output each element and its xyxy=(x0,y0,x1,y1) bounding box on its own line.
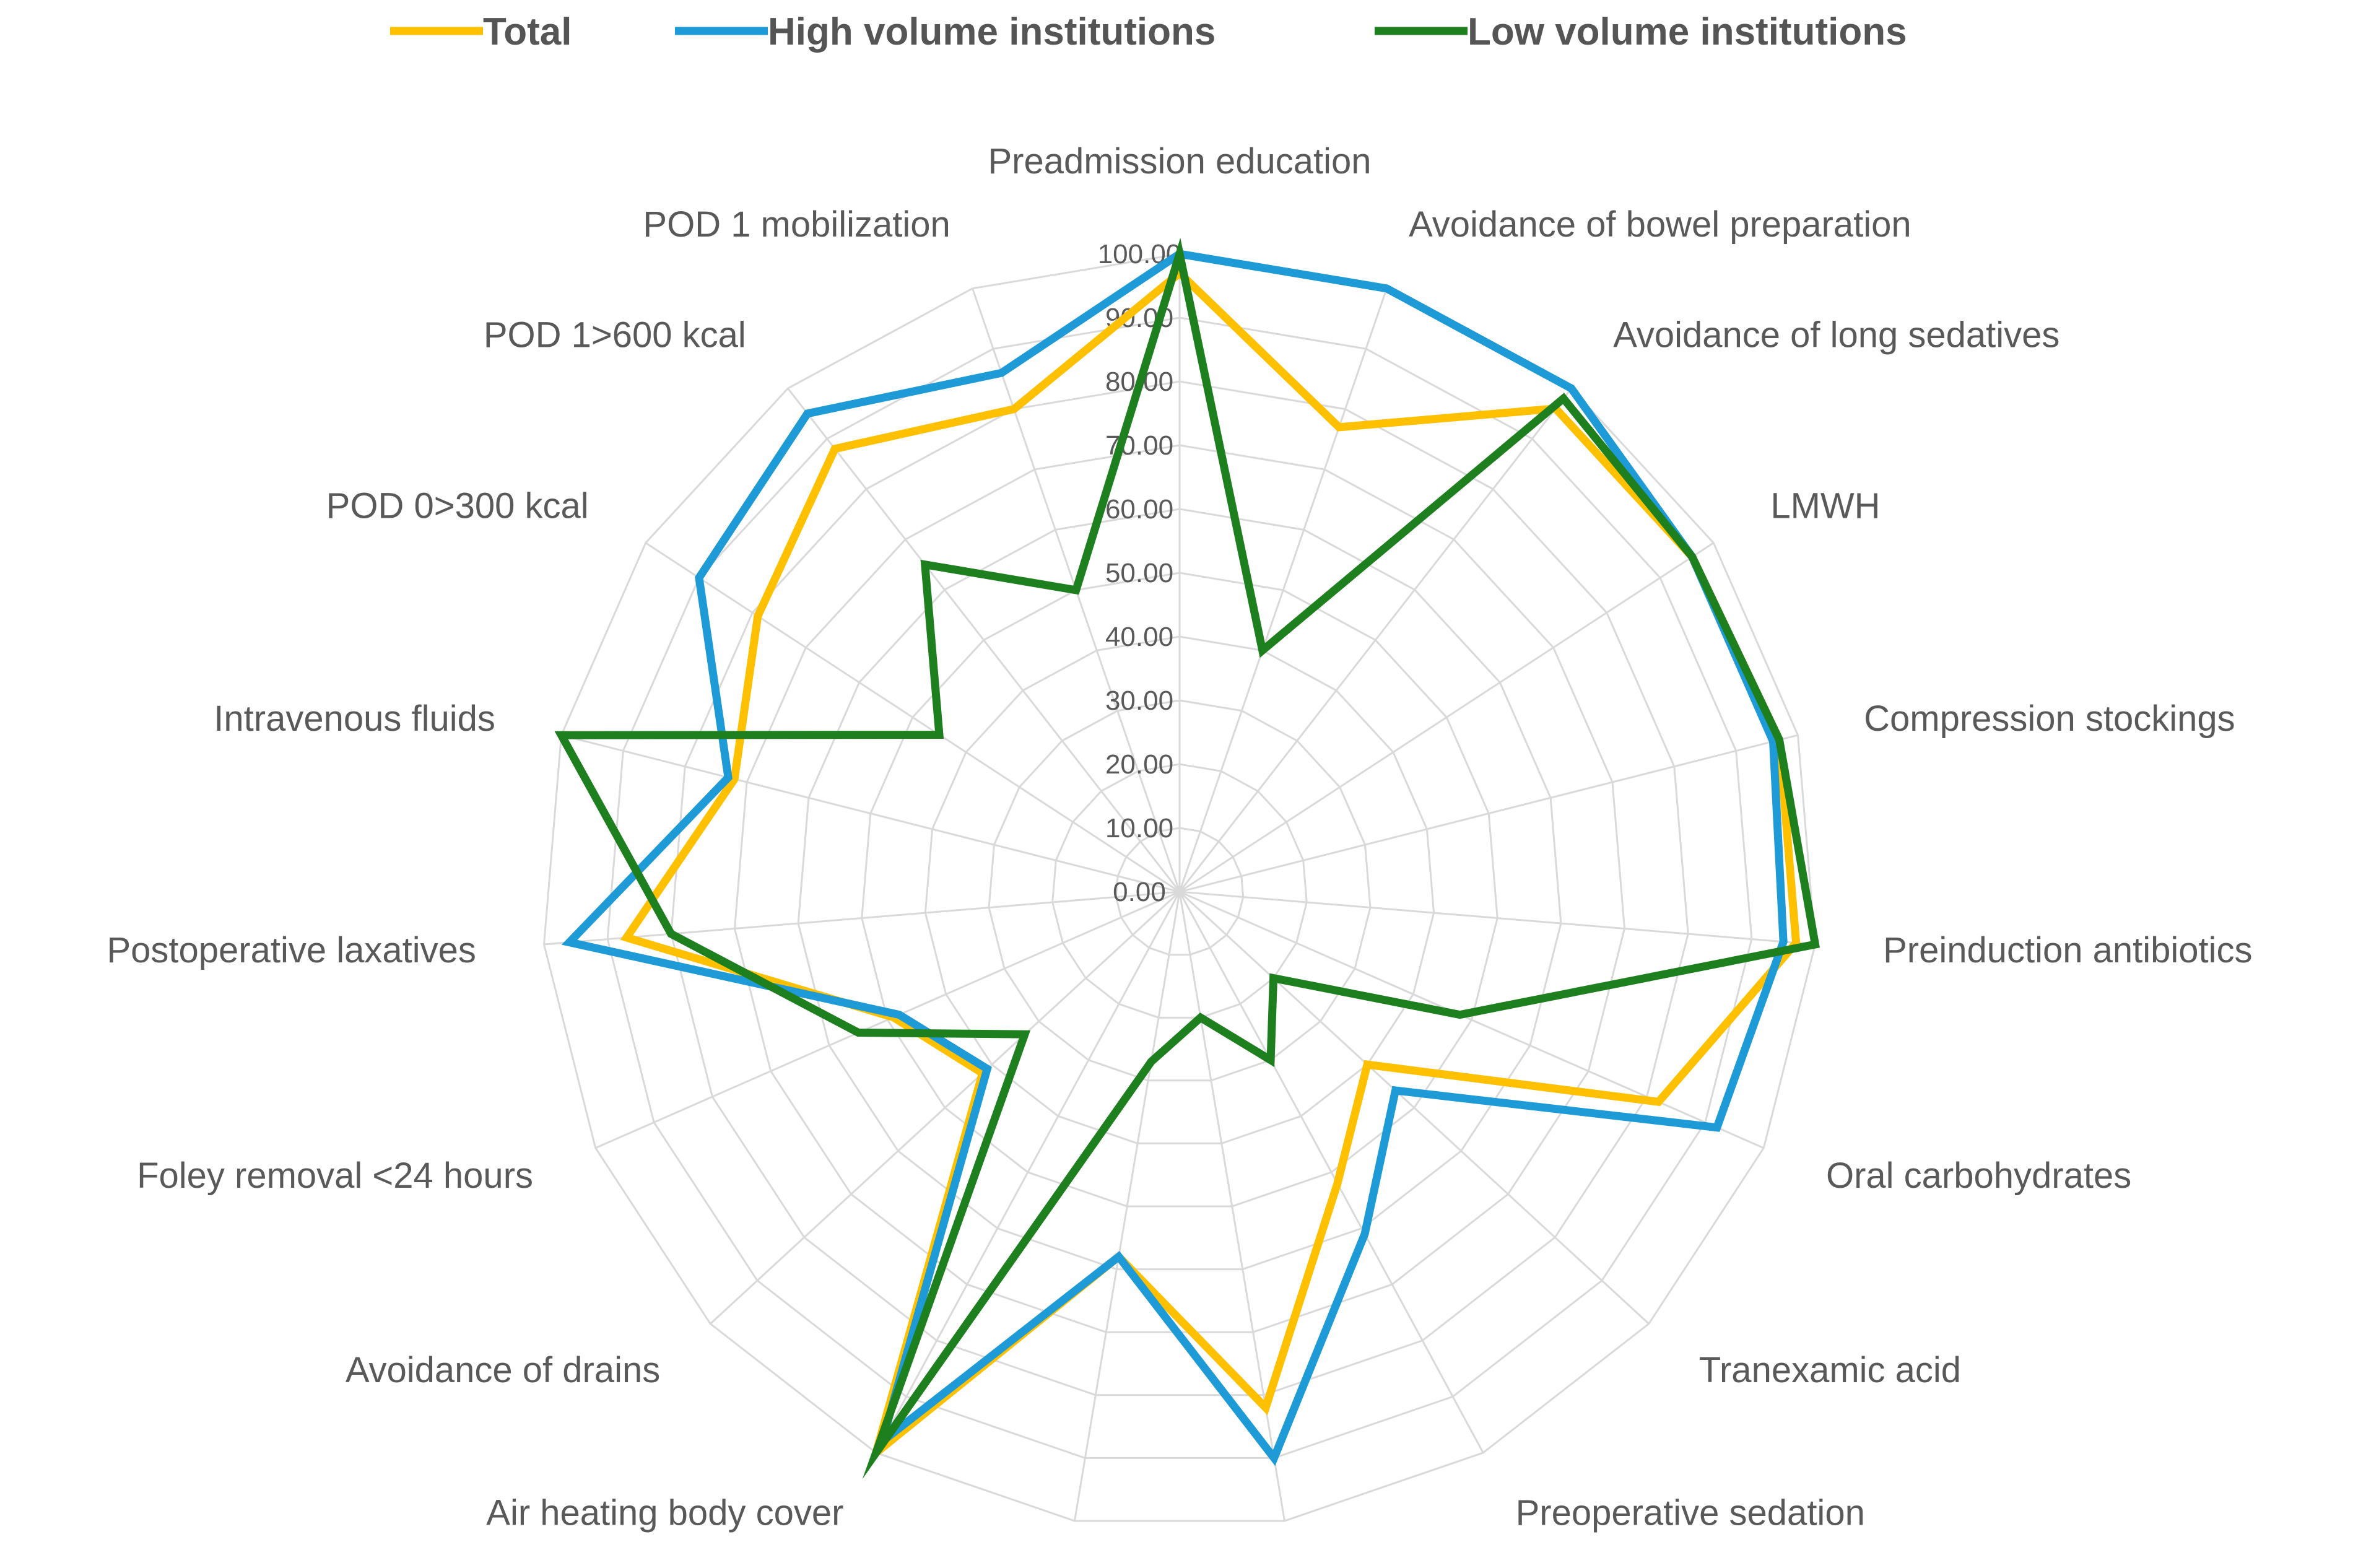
category-label: Preoperative sedation xyxy=(1516,1493,1865,1533)
grid-spoke xyxy=(1178,891,1650,1325)
grid-ring xyxy=(543,253,1816,1522)
tick-label: 10.00 xyxy=(1105,813,1173,843)
grid-ring xyxy=(606,316,1753,1459)
grid-spoke xyxy=(1073,891,1181,1522)
legend-label: Total xyxy=(483,11,572,53)
grid-spoke xyxy=(595,891,1180,1149)
category-labels: Preadmission education Avoidance of bowel… xyxy=(107,141,2252,1533)
category-label: Avoidance of long sedatives xyxy=(1613,315,2059,355)
grid-spoke xyxy=(561,734,1180,893)
category-label: Avoidance of drains xyxy=(346,1350,660,1390)
grid-spoke xyxy=(645,542,1180,893)
category-label: POD 0>300 kcal xyxy=(326,486,589,526)
category-label: Preinduction antibiotics xyxy=(1883,930,2252,970)
series-line-low-volume-institutions xyxy=(554,237,1820,1479)
category-label: POD 1 mobilization xyxy=(643,204,950,245)
tick-label: 60.00 xyxy=(1105,494,1173,525)
tick-label: 0.00 xyxy=(1113,877,1166,907)
category-label: Foley removal <24 hours xyxy=(137,1156,533,1196)
category-label: Air heating body cover xyxy=(486,1493,843,1533)
tick-label: 50.00 xyxy=(1105,558,1173,588)
grid-spoke xyxy=(1178,288,1388,892)
legend-label: Low volume institutions xyxy=(1468,11,1907,53)
category-label: Oral carbohydrates xyxy=(1826,1156,2131,1196)
grid-spoke xyxy=(544,891,1180,946)
grid-spoke xyxy=(710,891,1181,1325)
grid-spoke xyxy=(1179,542,1715,893)
grid-spoke xyxy=(875,891,1181,1453)
category-label: Preadmission education xyxy=(988,141,1371,181)
grid-ring xyxy=(1115,827,1245,956)
tick-label: 40.00 xyxy=(1105,622,1173,652)
grid-ring xyxy=(924,635,1435,1144)
series-lines xyxy=(554,237,1820,1479)
legend: Total High volume institutions Low volume … xyxy=(390,11,1907,53)
grid-ring xyxy=(1051,763,1308,1019)
grid-spoke xyxy=(787,388,1181,892)
category-label: Compression stockings xyxy=(1864,699,2235,739)
tick-label: 20.00 xyxy=(1105,749,1173,780)
category-label: LMWH xyxy=(1770,486,1880,526)
series-line-high-volume-institutions xyxy=(561,250,1788,1466)
grid-ring xyxy=(988,699,1372,1082)
category-label: Tranexamic acid xyxy=(1699,1350,1961,1390)
legend-label: High volume institutions xyxy=(768,11,1216,53)
grid-spoke xyxy=(1179,891,1816,946)
grid-spoke xyxy=(1179,891,1764,1149)
tick-label: 30.00 xyxy=(1105,686,1173,716)
grid-ring xyxy=(670,380,1689,1396)
grid-spoke xyxy=(1178,891,1286,1522)
grid-spoke xyxy=(1178,388,1572,892)
grid-ring xyxy=(797,508,1562,1271)
category-label: Avoidance of bowel preparation xyxy=(1409,204,1912,245)
grid-spoke xyxy=(1179,734,1798,893)
category-label: Postoperative laxatives xyxy=(107,930,476,970)
grid-spoke xyxy=(1178,891,1484,1453)
radar-grid xyxy=(543,253,1816,1522)
category-label: Intravenous fluids xyxy=(214,699,495,739)
radial-tick-labels: 0.0010.0020.0030.0040.0050.0060.0070.008… xyxy=(1098,239,1181,907)
category-label: POD 1>600 kcal xyxy=(484,315,746,355)
